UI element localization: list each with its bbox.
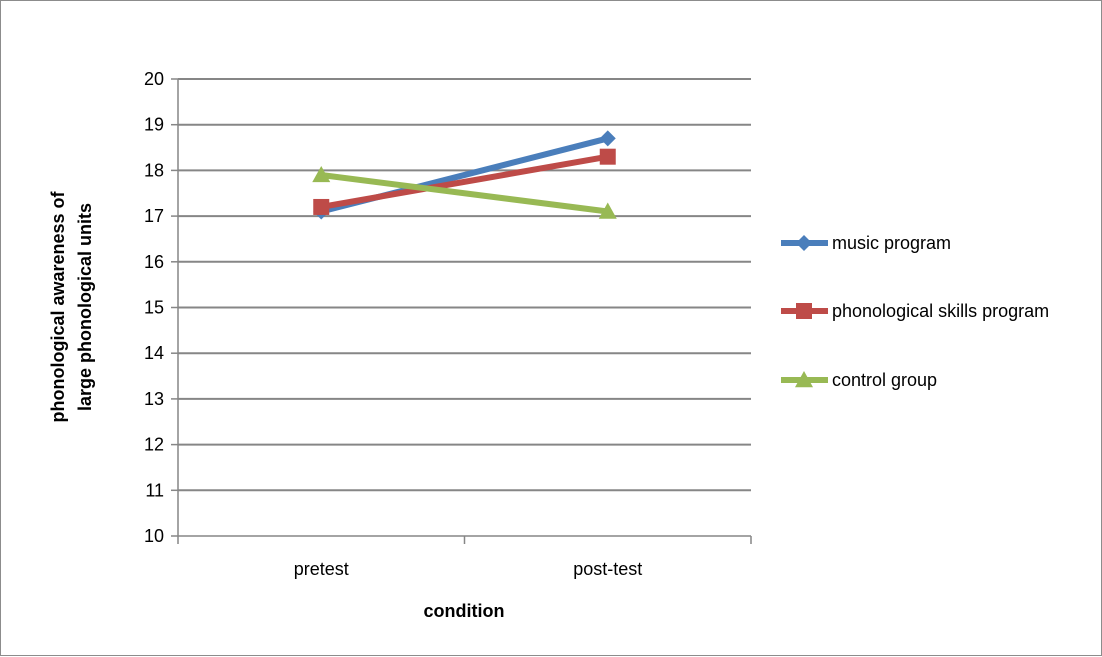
- y-tick-label: 18: [144, 160, 164, 180]
- gridlines: [171, 78, 751, 537]
- legend-item: music program: [781, 233, 951, 253]
- data-point: [599, 148, 616, 165]
- legend-marker: [796, 303, 812, 319]
- series-1: [313, 148, 616, 215]
- y-tick-label: 10: [144, 526, 164, 546]
- series-line: [320, 171, 609, 215]
- y-tick-label: 17: [144, 206, 164, 226]
- x-tick-label: post-test: [573, 559, 642, 579]
- data-point: [313, 198, 330, 215]
- legend-label: control group: [832, 370, 937, 390]
- data-point: [598, 202, 617, 219]
- y-tick-label: 13: [144, 389, 164, 409]
- series-2: [312, 165, 617, 219]
- x-tick-labels: pretest post-test: [177, 536, 752, 579]
- legend-marker: [795, 371, 813, 388]
- y-axis-title-line-2: large phonological units: [75, 203, 95, 411]
- y-tick-label: 20: [144, 69, 164, 89]
- series: [312, 130, 617, 220]
- legend-label: music program: [832, 233, 951, 253]
- x-tick-label: pretest: [294, 559, 349, 579]
- series-line: [320, 153, 609, 210]
- legend-item: phonological skills program: [781, 301, 1049, 321]
- x-axis-title: condition: [424, 601, 505, 621]
- y-tick-label: 15: [144, 298, 164, 318]
- y-axis-title-line-1: phonological awareness of: [48, 190, 68, 422]
- y-tick-label: 11: [145, 480, 164, 500]
- legend-item: control group: [781, 370, 937, 390]
- y-tick-label: 14: [144, 343, 164, 363]
- data-point: [312, 165, 331, 183]
- y-tick-labels: 10 11 12 13 14 15 16 17 18 19 20: [144, 69, 164, 546]
- y-tick-label: 16: [144, 252, 164, 272]
- y-axis-title: phonological awareness of large phonolog…: [48, 190, 95, 422]
- y-tick-label: 19: [144, 115, 164, 135]
- y-tick-label: 12: [144, 435, 164, 455]
- legend-marker: [796, 235, 812, 251]
- legend-label: phonological skills program: [832, 301, 1049, 321]
- data-point: [599, 130, 616, 147]
- legend: music program phonological skills program…: [781, 233, 1049, 390]
